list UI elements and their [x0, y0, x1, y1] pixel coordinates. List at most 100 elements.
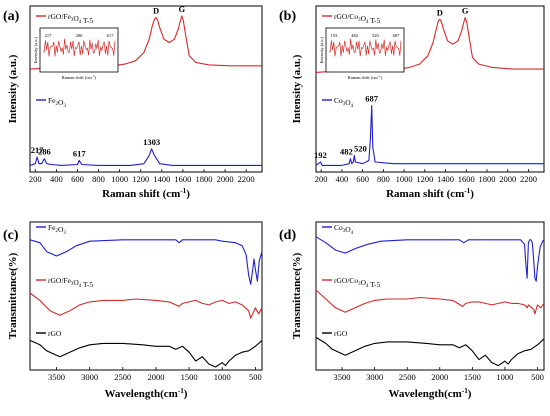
x-tick-label: 3500: [334, 372, 351, 382]
x-tick-label: 1000: [111, 174, 128, 184]
x-tick-label: 200: [315, 174, 328, 184]
series-line-2: [29, 339, 263, 368]
peak-label: D: [153, 6, 159, 16]
panel-label: (a): [3, 9, 20, 24]
inset-x-axis-title: Raman shift (cm-1): [348, 74, 383, 80]
series-line-1: [315, 105, 544, 166]
x-tick-label: 1600: [174, 174, 191, 184]
peak-label: D: [437, 7, 443, 17]
x-axis-title: Wavelength(cm-1): [105, 387, 188, 400]
x-tick-label: 2000: [147, 372, 164, 382]
legend-label: Fe2O3: [48, 223, 66, 236]
inset-series-line: [42, 38, 116, 57]
legend-label: Co3O4: [334, 223, 354, 236]
x-tick-label: 2500: [399, 372, 416, 382]
plot-frame: [29, 5, 263, 173]
inset-y-axis-title: Intensity (a.u.): [33, 36, 38, 63]
y-axis-title: Intensity (a.u.): [291, 54, 303, 123]
panel-b: (b)200 400 600 800 1000 1200 1400 1600 1800 2000 2…: [279, 5, 545, 200]
x-tick-label: 1000: [214, 372, 231, 382]
x-tick-label: 1000: [496, 372, 513, 382]
x-tick-label: 1600: [458, 174, 475, 184]
x-axis-title: Wavelength(cm-1): [389, 387, 472, 400]
series-line-0: [315, 17, 544, 73]
peak-label: 192: [314, 150, 327, 160]
peak-label: 617: [73, 148, 87, 158]
peak-label: 687: [365, 94, 379, 104]
inset-peak-label: 687: [393, 33, 401, 38]
x-tick-label: 3000: [366, 372, 383, 382]
peak-label: 520: [354, 143, 367, 153]
inset-plot: Intensity (a.u.) Raman shift (cm-1) 193 482…: [319, 27, 405, 80]
peak-label: 286: [38, 147, 51, 157]
series-line-0: [29, 15, 262, 70]
inset-y-axis-title: Intensity (a.u.): [319, 36, 324, 63]
peak-label: G: [179, 4, 186, 14]
plot-frame: [315, 5, 545, 173]
x-tick-label: 2200: [520, 174, 537, 184]
series-line-1: [315, 289, 545, 315]
panel-label: (b): [279, 9, 296, 24]
peak-label: G: [462, 6, 469, 16]
series-line-2: [315, 336, 545, 367]
x-tick-label: 3000: [81, 372, 98, 382]
panel-label: (d): [279, 228, 296, 243]
y-axis-title: Transmittance(%): [7, 252, 19, 339]
x-tick-label: 1200: [416, 174, 433, 184]
series-line-1: [29, 292, 263, 319]
inset-x-axis-title: Raman shift (cm-1): [62, 74, 97, 80]
inset-peak-label: 482: [351, 33, 358, 38]
panel-label: (c): [3, 228, 19, 243]
legend-label: rGO/Co3O4 T-5: [334, 12, 381, 25]
x-tick-label: 1500: [181, 372, 198, 382]
inset-peak-label: 617: [107, 33, 115, 38]
x-axis-title: Raman shift (cm-1): [102, 187, 190, 200]
inset-peak-label: 286: [76, 33, 84, 38]
x-tick-label: 1500: [464, 372, 481, 382]
peak-label: 1303: [143, 137, 160, 147]
series-line-0: [315, 236, 545, 282]
panel-a: (a) 200 400 600 800 1000 1200 1400 1600 1800 2000 2…: [3, 4, 263, 200]
series-line-1: [29, 148, 262, 166]
x-tick-label: 1800: [479, 174, 496, 184]
legend-label: rGO: [48, 329, 62, 338]
inset-peak-label: 520: [372, 33, 380, 38]
legend-label: Fe2O3: [48, 96, 66, 109]
x-tick-label: 2200: [238, 174, 255, 184]
x-tick-label: 800: [377, 174, 390, 184]
x-tick-label: 1200: [132, 174, 149, 184]
y-axis-title: Transmittance(%): [291, 252, 303, 339]
panel-c: (c) 3500 3000 2500 2000 1500 1000 500 Wavelength…: [3, 221, 263, 400]
inset-peak-label: 217: [45, 33, 53, 38]
x-tick-label: 800: [92, 174, 105, 184]
inset-peak-label: 193: [331, 33, 339, 38]
x-tick-label: 1400: [153, 174, 170, 184]
legend-label: Co3O4: [334, 96, 354, 109]
legend-label: rGO: [334, 329, 348, 338]
peak-label: 217: [31, 145, 45, 155]
x-tick-label: 500: [531, 372, 544, 382]
plot-frame: [29, 221, 263, 371]
x-tick-label: 1800: [196, 174, 213, 184]
x-tick-label: 2000: [217, 174, 234, 184]
x-tick-label: 2000: [431, 372, 448, 382]
y-axis-title: Intensity (a.u.): [7, 54, 19, 123]
x-tick-label: 200: [29, 174, 42, 184]
x-tick-label: 600: [71, 174, 84, 184]
inset-plot: Intensity (a.u.) Raman shift (cm-1) 217 286…: [33, 27, 119, 80]
x-tick-label: 1400: [437, 174, 454, 184]
x-tick-label: 2000: [499, 174, 516, 184]
x-tick-label: 1000: [396, 174, 413, 184]
legend-label: rGO/Co3O4 T-5: [334, 276, 381, 289]
plot-frame: [315, 221, 545, 371]
legend-label: rGO/Fe3O4 T-5: [48, 276, 93, 289]
peak-label: 482: [340, 147, 353, 157]
x-axis-title: Raman shift (cm-1): [386, 187, 474, 200]
series-line-0: [29, 239, 263, 285]
panel-d: (d) 3500 3000 2500 2000 1500 1000 500 Wavelength…: [279, 221, 545, 400]
x-tick-label: 2500: [114, 372, 131, 382]
x-tick-label: 600: [356, 174, 369, 184]
x-tick-label: 400: [50, 174, 63, 184]
legend-label: rGO/Fe3O4 T-5: [48, 12, 93, 25]
